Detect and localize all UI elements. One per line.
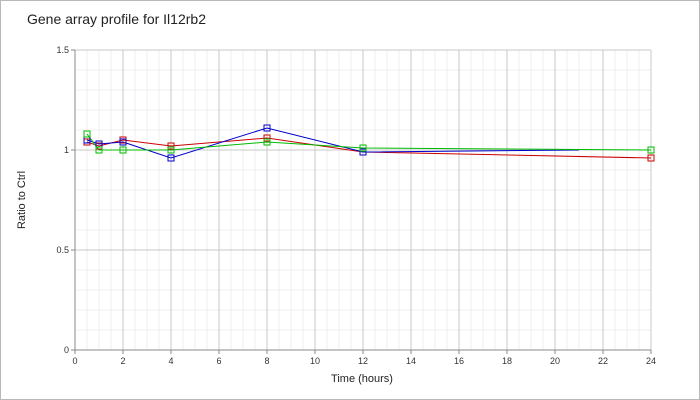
- y-tick-label: 0: [64, 345, 69, 355]
- x-tick-label: 6: [216, 356, 221, 366]
- y-tick-label: 0.5: [56, 245, 69, 255]
- y-tick-label: 1: [64, 145, 69, 155]
- series-marker-1: [263, 124, 271, 132]
- chart-title: Gene array profile for Il12rb2: [27, 11, 206, 27]
- series-marker-2: [83, 130, 91, 138]
- series-line-1: [86, 127, 580, 159]
- series-marker-2: [167, 146, 175, 154]
- series-markers: [83, 124, 655, 162]
- series-marker-2: [95, 146, 103, 154]
- x-tick-label: 20: [550, 356, 560, 366]
- x-tick-label: 4: [168, 356, 173, 366]
- series-marker-1: [167, 154, 175, 162]
- x-tick-labels: 0 2 4 6 8 10 12 14 16 18 20 22 24: [72, 356, 656, 366]
- series-marker-0: [647, 154, 655, 162]
- series-marker-2: [263, 138, 271, 146]
- series-marker-0: [263, 134, 271, 142]
- y-tick-labels: 0 0.5 1 1.5: [56, 45, 69, 355]
- series-marker-2: [359, 144, 367, 152]
- x-tick-label: 12: [358, 356, 368, 366]
- major-grid: [74, 49, 652, 351]
- x-tick-label: 16: [454, 356, 464, 366]
- x-tick-label: 24: [646, 356, 656, 366]
- y-tick-label: 1.5: [56, 45, 69, 55]
- series-marker-0: [167, 142, 175, 150]
- axes: [71, 49, 652, 354]
- series-line-2: [86, 133, 652, 151]
- x-tick-label: 0: [72, 356, 77, 366]
- x-tick-label: 14: [406, 356, 416, 366]
- x-axis-label: Time (hours): [331, 373, 393, 385]
- series-marker-1: [359, 148, 367, 156]
- series-marker-2: [647, 146, 655, 154]
- x-tick-label: 8: [264, 356, 269, 366]
- series-marker-2: [119, 146, 127, 154]
- x-tick-label: 22: [598, 356, 608, 366]
- x-tick-label: 10: [310, 356, 320, 366]
- x-tick-label: 2: [120, 356, 125, 366]
- series-lines: [86, 127, 652, 159]
- x-tick-label: 18: [502, 356, 512, 366]
- series-marker-1: [119, 138, 127, 146]
